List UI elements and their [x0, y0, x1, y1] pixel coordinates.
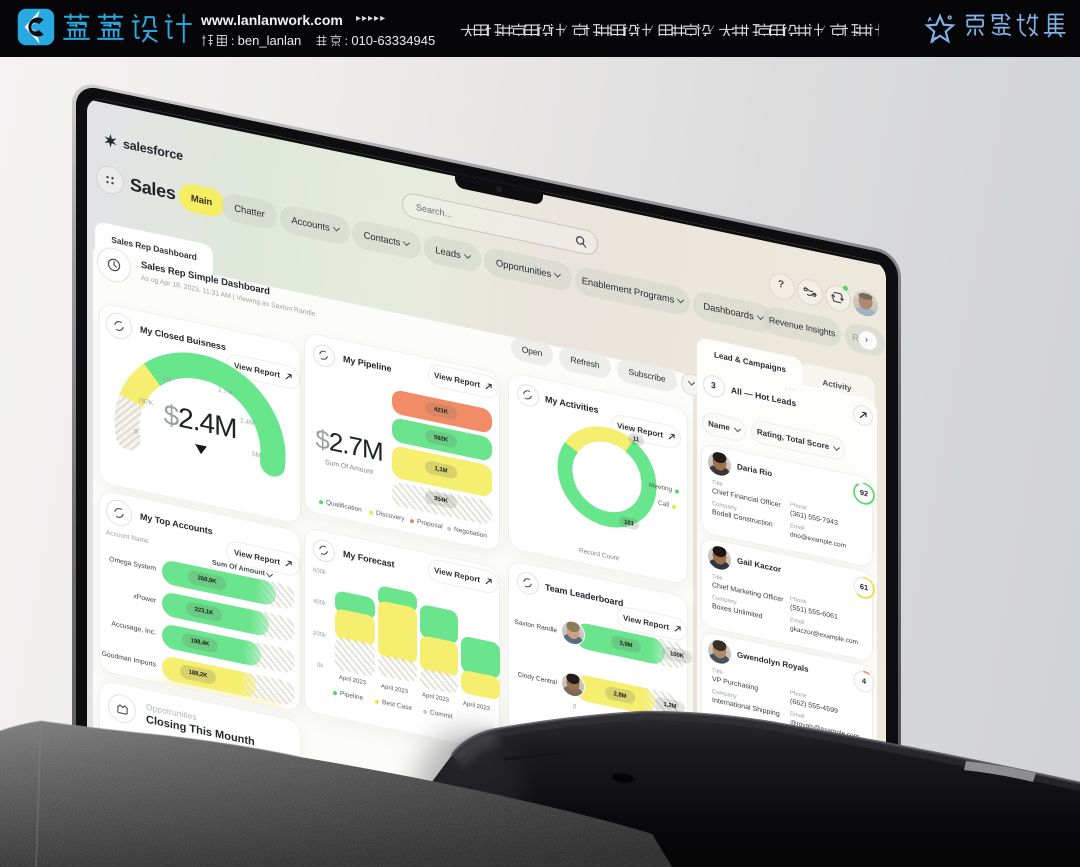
- svg-text:/: /: [562, 22, 568, 36]
- svg-text:/: /: [709, 22, 715, 36]
- svg-text:/: /: [820, 22, 826, 36]
- svg-text:/: /: [648, 22, 654, 36]
